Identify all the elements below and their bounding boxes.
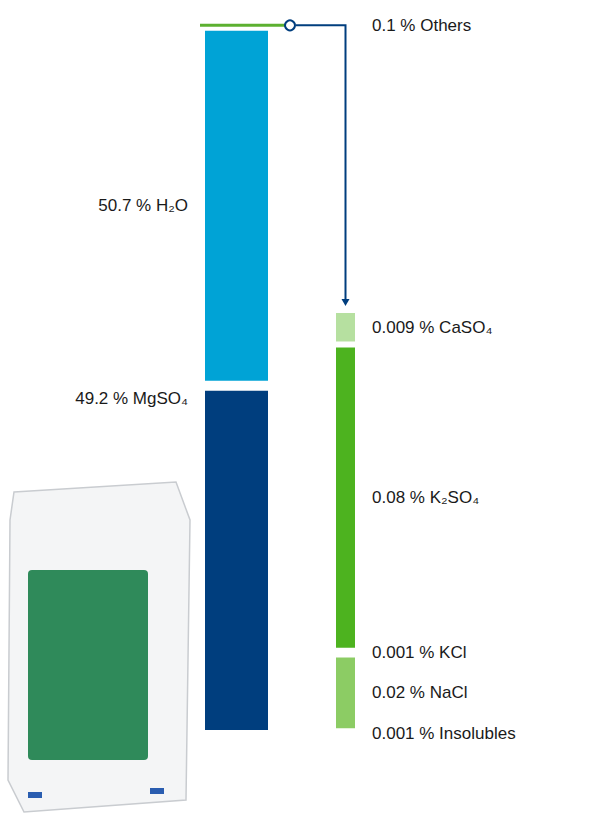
svg-text:0.08 % K₂SO₄: 0.08 % K₂SO₄: [372, 488, 479, 507]
svg-text:0.1 % Others: 0.1 % Others: [372, 16, 471, 35]
svg-text:0.001 % Insolubles: 0.001 % Insolubles: [372, 724, 516, 743]
svg-text:50.7 % H₂O: 50.7 % H₂O: [98, 196, 188, 215]
svg-text:0.02 % NaCl: 0.02 % NaCl: [372, 683, 467, 702]
svg-text:0.001 % KCl: 0.001 % KCl: [372, 643, 467, 662]
svg-text:0.009 % CaSO₄: 0.009 % CaSO₄: [372, 318, 492, 337]
svg-text:49.2 % MgSO₄: 49.2 % MgSO₄: [75, 389, 188, 408]
